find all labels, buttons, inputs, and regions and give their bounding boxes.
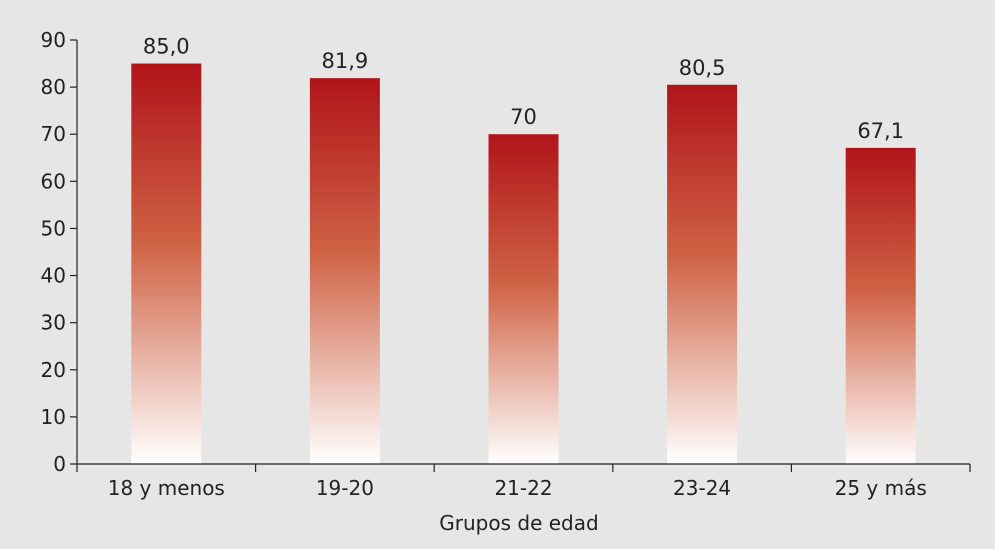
y-tick-label-7: 70 — [41, 122, 66, 146]
x-axis-title: Grupos de edad — [439, 511, 598, 535]
y-tick-label-9: 90 — [41, 28, 66, 52]
bar-0 — [131, 63, 202, 465]
bar-2 — [488, 134, 559, 464]
axes-layer — [70, 39, 971, 472]
y-tick-label-1: 10 — [41, 405, 66, 429]
bar-3 — [667, 84, 738, 464]
bar-4 — [845, 147, 916, 464]
y-tick-label-6: 60 — [41, 169, 66, 193]
y-tick-label-4: 40 — [41, 264, 66, 288]
bar-value-label-4: 67,1 — [857, 119, 904, 143]
x-tick-label-4: 25 y más — [835, 476, 927, 500]
bar-value-label-1: 81,9 — [322, 49, 369, 73]
y-tick-label-2: 20 — [41, 358, 66, 382]
y-tick-label-3: 30 — [41, 311, 66, 335]
y-tick-label-0: 0 — [53, 452, 66, 476]
bar-value-label-0: 85,0 — [143, 35, 190, 59]
bar-value-label-3: 80,5 — [679, 56, 726, 80]
x-tick-label-1: 19-20 — [316, 476, 374, 500]
labels-layer: 85,0 18 y menos 81,9 19-20 70 21-22 80,5 23-24 6… — [41, 28, 927, 500]
x-tick-label-3: 23-24 — [673, 476, 731, 500]
x-tick-label-2: 21-22 — [494, 476, 552, 500]
y-tick-label-8: 80 — [41, 75, 66, 99]
bar-1 — [309, 78, 380, 464]
bar-value-label-2: 70 — [510, 105, 537, 129]
bars-layer — [131, 63, 916, 465]
y-tick-label-5: 50 — [41, 216, 66, 240]
x-tick-label-0: 18 y menos — [108, 476, 225, 500]
